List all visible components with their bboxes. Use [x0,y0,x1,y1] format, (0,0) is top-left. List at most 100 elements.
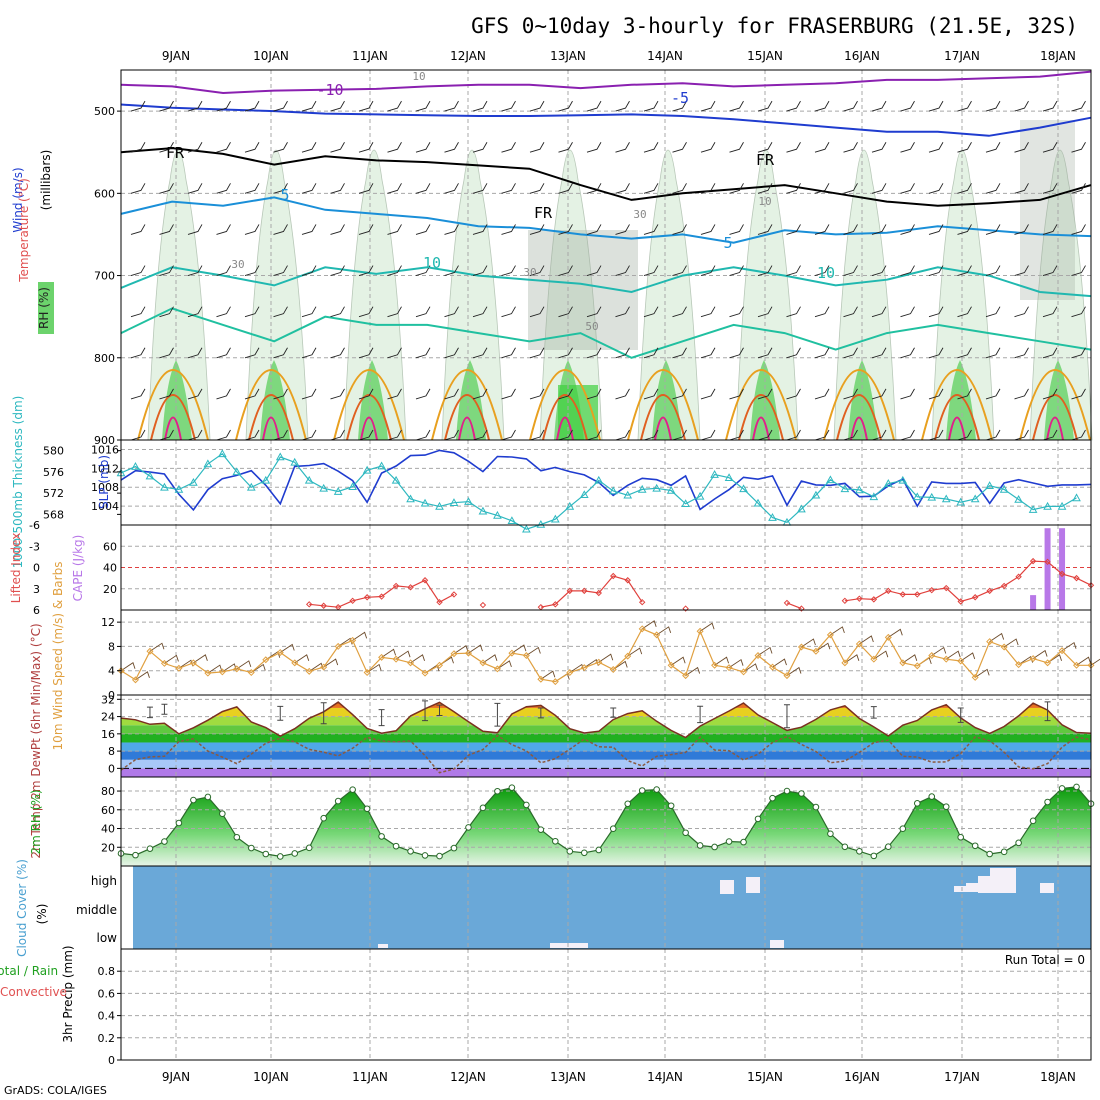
wind-barb [273,306,288,318]
cape-bar [1059,528,1066,610]
wind-barb [928,265,944,276]
wind-barb [187,306,203,318]
surface-wind-barb [830,626,845,636]
lifted-index-marker [407,584,414,591]
wind-speed-marker [233,665,241,673]
wind-barb [672,183,687,194]
tick-label: 0 [108,762,115,775]
rh-marker [740,838,747,846]
wind-barb [871,141,887,153]
wind-barb [729,183,744,194]
wind-speed-marker [768,663,777,671]
thickness-marker [449,498,459,506]
wind-speed-marker [262,656,270,664]
wind-barb [444,224,459,235]
surface-wind-barb [598,653,614,663]
wind-barb [558,429,573,441]
thickness-marker [391,475,401,484]
cloud-cells [378,868,1054,948]
lifted-index-marker [1044,558,1051,566]
wind-barb [301,265,317,276]
lifted-index-marker [682,605,689,612]
wind-barb [444,306,459,318]
rh-marker [204,793,212,801]
wind-speed-marker [754,652,762,660]
wind-barb [529,224,545,235]
wind-barb [187,100,203,112]
tick-label: -6 [29,519,40,532]
level-label: high [91,874,117,888]
rh-area-fill [121,786,1091,866]
top-date-label: 14JAN [647,49,683,63]
contour-label: 5 [723,234,732,252]
lifted-index-marker [421,577,429,584]
wind-barb [444,183,459,194]
rh-marker [913,800,921,807]
rh-marker [465,824,472,831]
wind-barb [244,388,260,400]
wind-speed-marker [131,676,139,684]
rh-shade [735,149,799,441]
wind-barb [900,224,915,235]
contour-label: 30 [633,208,646,221]
lifted-index-marker [885,587,892,595]
rh-marker [711,843,718,851]
p6-grid [121,777,1091,866]
tick-label: 700 [94,270,115,283]
wind-barb [1042,100,1058,112]
wind-barb [358,306,374,318]
wind-barb [558,388,573,400]
isotherm-hot [1032,394,1078,441]
wind-barb [928,224,944,235]
wind-barb [672,429,687,441]
minmax-bar [870,706,877,719]
tick-label: 8 [108,745,115,758]
tick-label: 572 [43,487,64,500]
wind-barb [187,141,203,153]
wind-speed-marker [421,669,429,677]
rh-marker [783,787,791,795]
isotherm-hottest [458,416,476,441]
surface-wind-barb [207,664,223,674]
contour-label: 10 [817,264,835,282]
tick-label: 576 [43,466,64,479]
thickness-marker [912,492,922,501]
rh-shade [147,149,211,441]
wind-barb [1014,265,1029,276]
wind-speed-marker [609,665,617,674]
tick-label: 568 [43,508,64,521]
wind-speed-marker [595,658,603,666]
tick-label: 32 [101,693,115,706]
wind-speed-marker [667,661,675,669]
thickness-line [120,452,1077,530]
top-date-label: 10JAN [253,49,289,63]
isotherm-hottest [262,416,280,441]
surface-wind-barb [685,666,701,676]
wind-barb [700,100,716,112]
wind-speed-marker [508,649,516,657]
wind-speed-marker [855,640,863,648]
wind-barb [301,347,317,359]
wind-barb [244,141,260,153]
wind-speed-marker [522,652,530,660]
contour-label: -10 [316,81,343,99]
wind-barb [529,388,545,400]
thickness-marker [941,494,951,503]
upper-air-panel: -10 -5 5 10 5 10 FR FR FR 10 30 30 50 30 10 500 600 700 8… [11,69,1093,447]
wind-speed-marker [740,668,748,676]
surface-wind-barb [164,654,179,664]
isotherm-warm [137,369,209,441]
wind-barb [358,224,374,235]
rh-shade [833,149,897,441]
contour-label: -5 [671,89,689,107]
wind-barb [529,100,545,112]
contour-label: 30 [231,258,244,271]
wind-barb [472,429,488,441]
rh-marker [696,842,704,849]
wind-speed-marker [175,664,183,672]
wind-speed-marker [841,659,849,667]
rh-shade [1029,149,1093,441]
wind-barb [358,388,374,400]
